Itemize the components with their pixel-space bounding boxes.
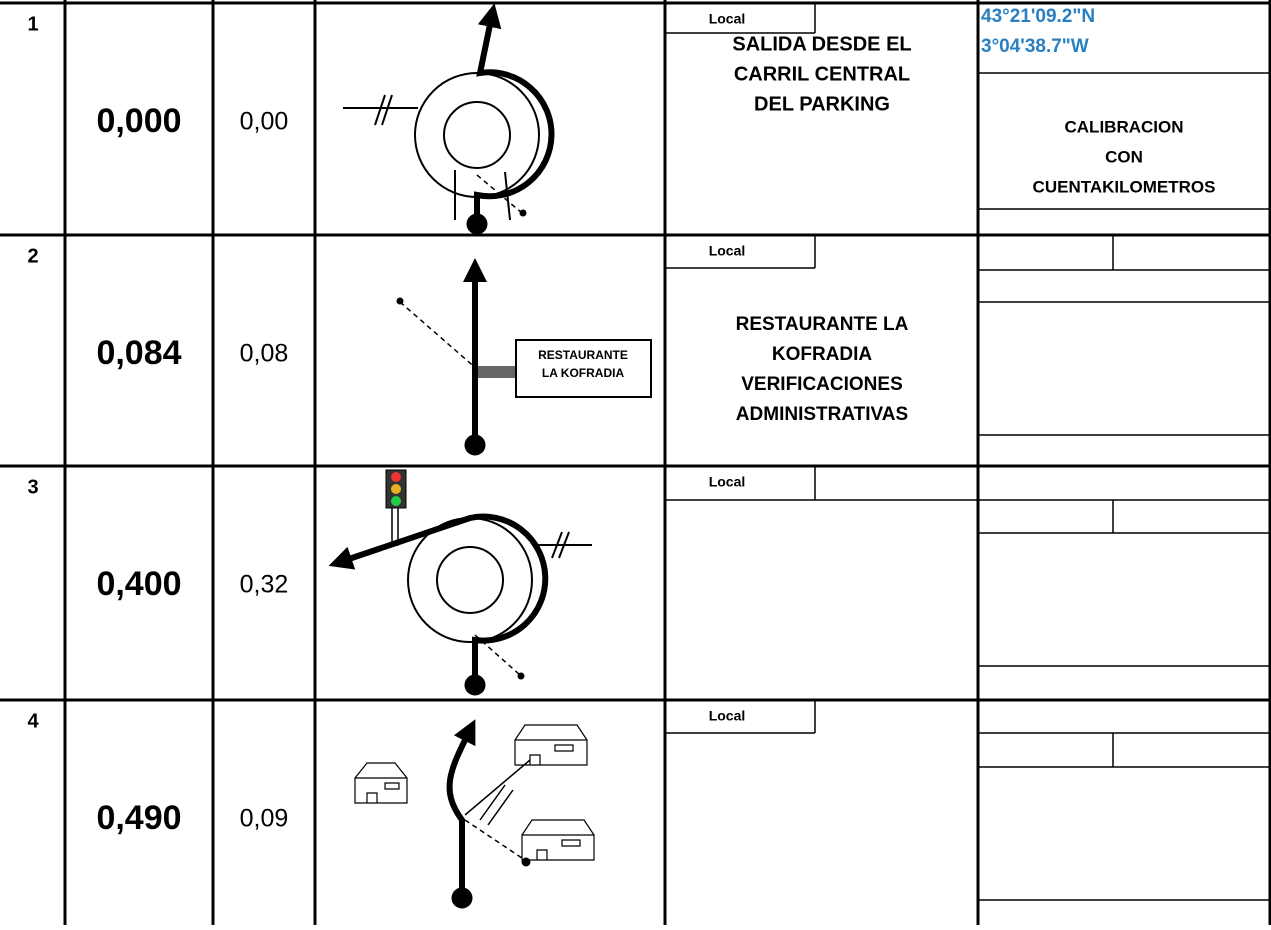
description: RESTAURANTE LA	[736, 314, 909, 335]
description: ADMINISTRATIVAS	[736, 404, 908, 425]
description: DEL PARKING	[754, 93, 890, 115]
row-number: 4	[27, 710, 39, 732]
row-number: 2	[27, 245, 38, 267]
rows: 1 0,000 0,00 Local SALIDA DESDE EL CARRIL CEN…	[27, 6, 1215, 837]
coordinates: 43°21'09.2"N	[981, 6, 1095, 27]
road-type: Local	[709, 474, 746, 490]
diagram-1	[343, 3, 555, 235]
partial-distance: 0,08	[240, 340, 289, 368]
description: SALIDA DESDE EL	[732, 33, 911, 55]
total-distance: 0,490	[96, 799, 181, 837]
partial-distance: 0,32	[240, 571, 289, 599]
note: CON	[1105, 147, 1143, 166]
note: CUENTAKILOMETROS	[1033, 177, 1216, 196]
note: CALIBRACION	[1065, 117, 1184, 136]
diagram-3	[328, 469, 592, 696]
sign-label: RESTAURANTE	[538, 348, 628, 362]
row-number: 3	[27, 476, 38, 498]
total-distance: 0,000	[96, 102, 181, 140]
row-number: 1	[27, 13, 38, 35]
partial-distance: 0,00	[240, 108, 289, 136]
coordinates: 3°04'38.7"W	[981, 36, 1089, 57]
description: CARRIL CENTRAL	[734, 63, 910, 85]
diagram-4	[354, 719, 595, 909]
road-type: Local	[709, 708, 746, 724]
road-type: Local	[709, 11, 746, 27]
description: KOFRADIA	[772, 344, 873, 365]
partial-distance: 0,09	[240, 805, 289, 833]
road-type: Local	[709, 243, 746, 259]
total-distance: 0,400	[96, 565, 181, 603]
sign-label: LA KOFRADIA	[542, 366, 625, 380]
diagram-2	[396, 258, 652, 456]
sub-grid	[665, 3, 1271, 901]
description: VERIFICACIONES	[741, 374, 903, 395]
total-distance: 0,084	[96, 334, 181, 372]
